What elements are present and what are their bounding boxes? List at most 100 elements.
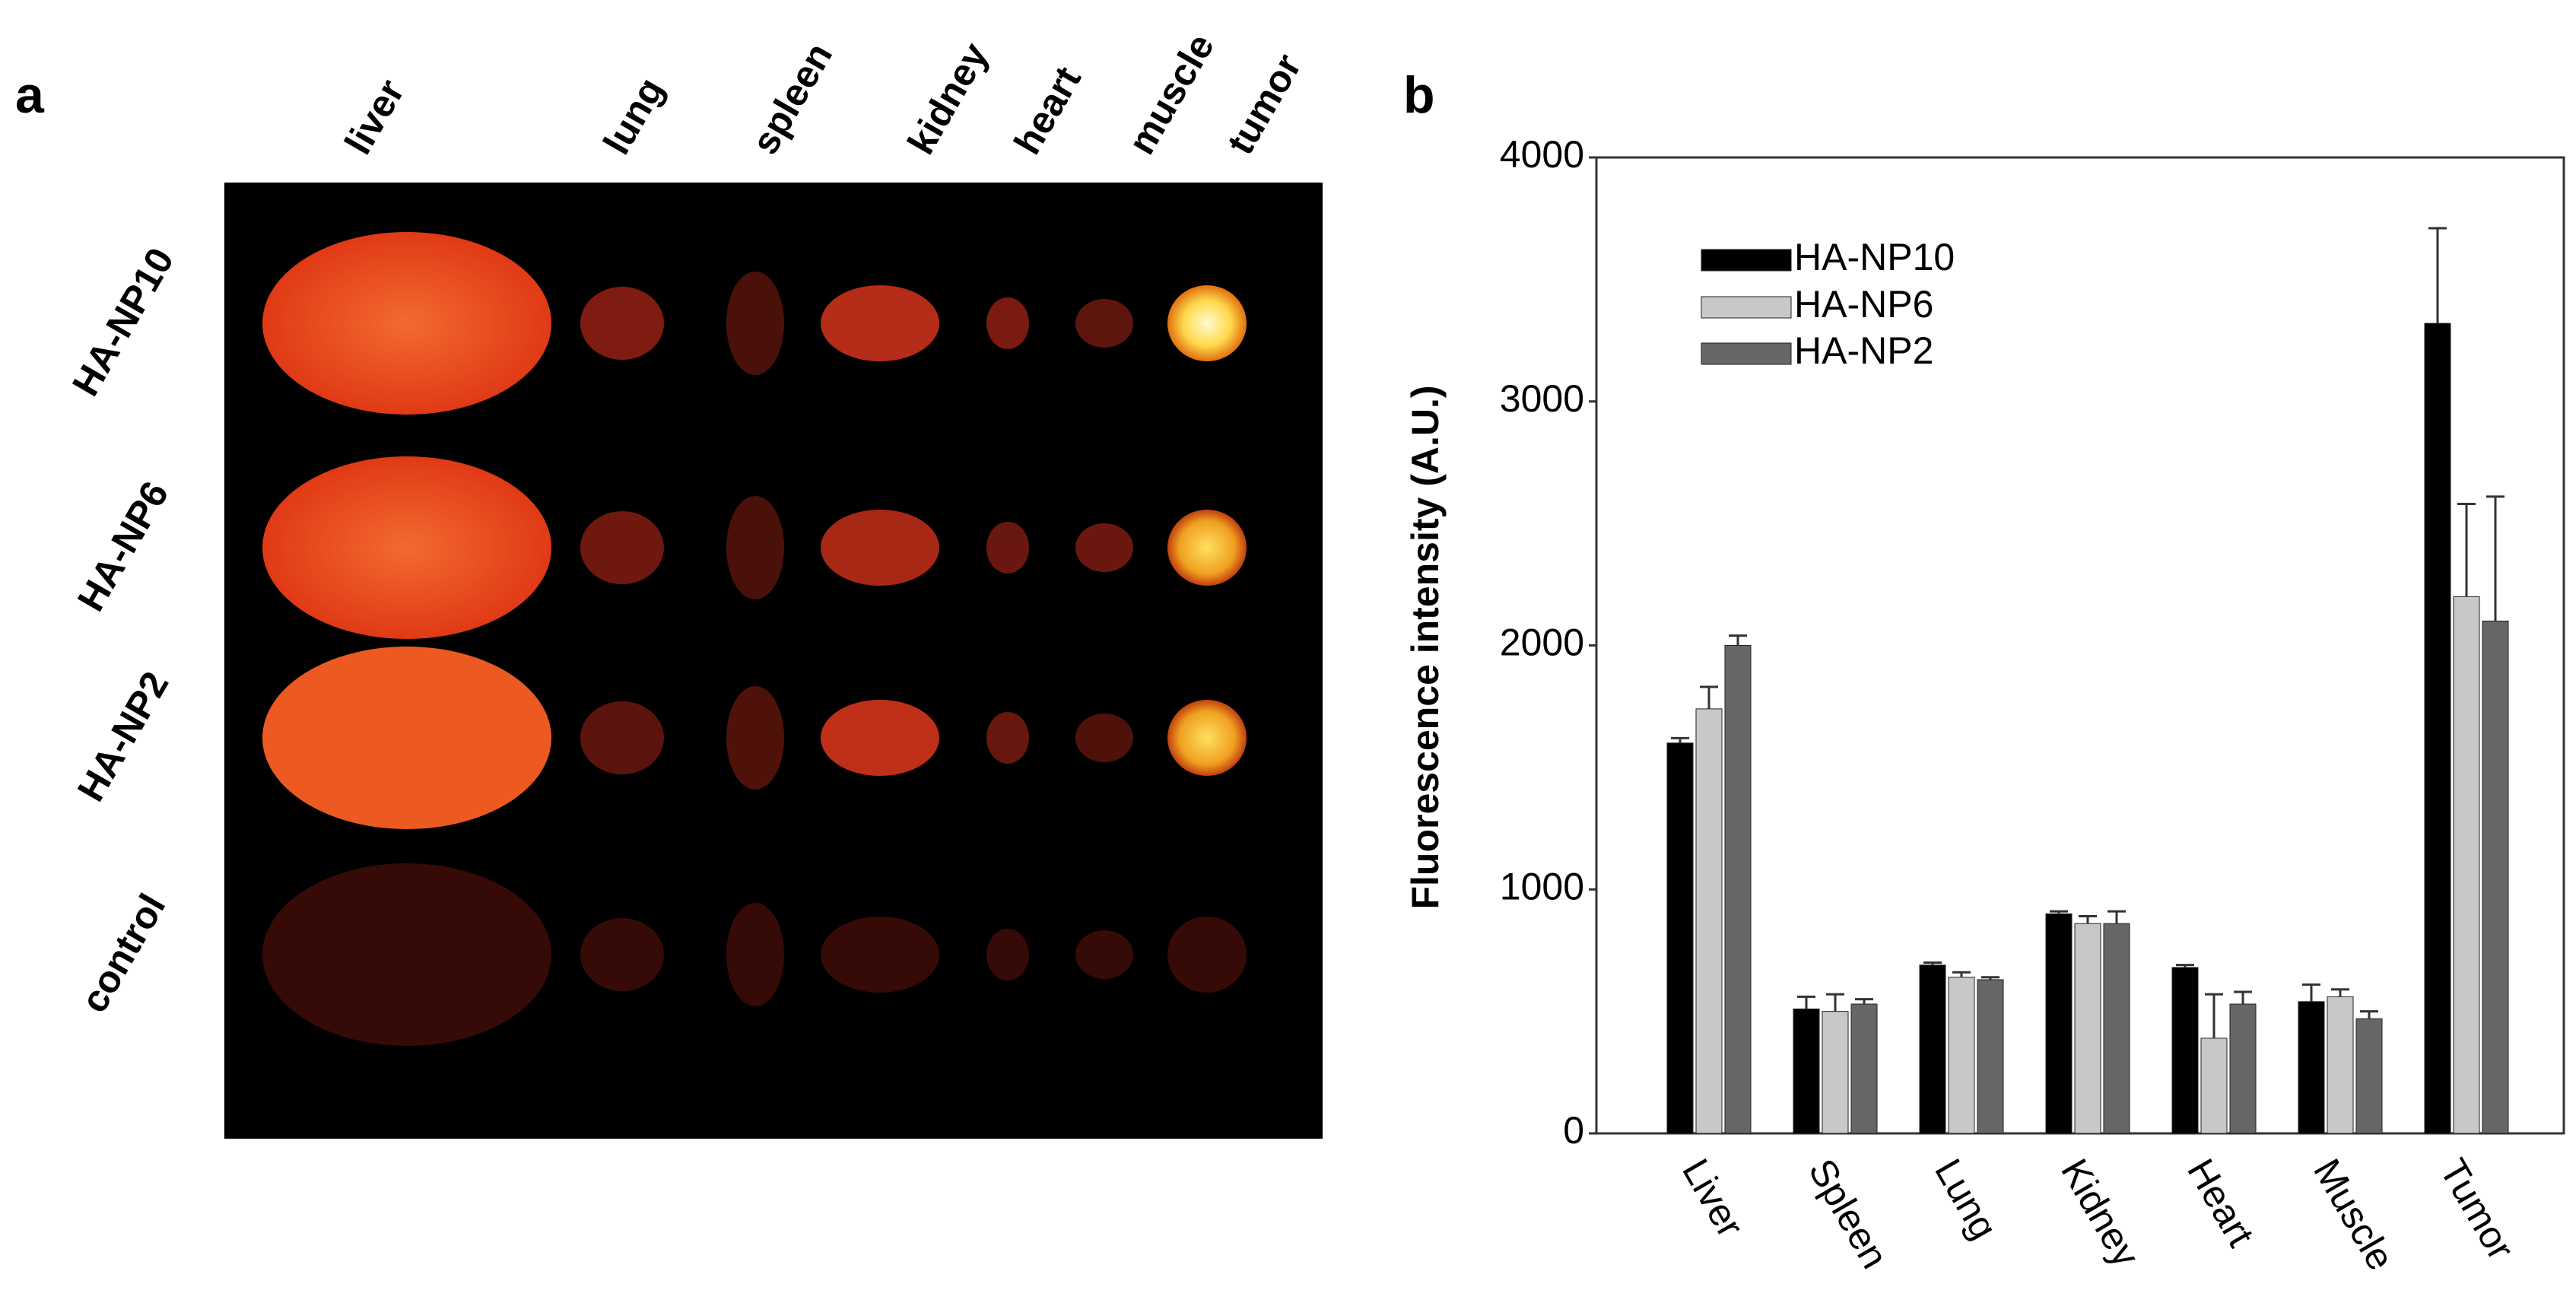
row-label: HA-NP10 <box>64 240 182 402</box>
organ <box>726 686 784 790</box>
y-axis-label: Fluorescence intensity (A.U.) <box>1404 385 1447 909</box>
bar <box>1977 979 2004 1134</box>
legend-swatch <box>1701 342 1792 365</box>
x-tick-label: Liver <box>1674 1152 1752 1244</box>
organ <box>1167 510 1247 586</box>
organ <box>1167 700 1247 776</box>
organ <box>580 701 664 774</box>
organ-label: tumor <box>1218 46 1309 161</box>
error-bar <box>1729 634 1747 646</box>
error-bar <box>2176 964 2194 968</box>
x-tick-label: Spleen <box>1800 1152 1896 1276</box>
organ-blobs <box>262 232 1247 1046</box>
bar <box>2045 913 2073 1134</box>
error-bar <box>2205 993 2223 1038</box>
bar <box>2298 1001 2325 1134</box>
error-bar <box>2486 495 2505 621</box>
organ <box>986 522 1029 574</box>
panel-label: a <box>15 66 45 124</box>
error-bar <box>1923 961 1942 965</box>
error-bar <box>1671 736 1689 743</box>
y-tick-label: 2000 <box>1500 621 1584 664</box>
organ-label: liver <box>336 72 412 161</box>
organ-label: muscle <box>1120 27 1222 161</box>
legend-swatch <box>1701 296 1792 319</box>
organ <box>1075 930 1133 979</box>
organ-label: spleen <box>743 36 840 161</box>
bar <box>1822 1011 1849 1134</box>
organ <box>986 297 1029 349</box>
row-label: HA-NP2 <box>69 665 177 809</box>
bar <box>2327 996 2354 1134</box>
error-bar <box>1797 995 1815 1009</box>
error-bar <box>1855 998 1873 1004</box>
error-bar <box>1952 971 1971 977</box>
bar <box>1695 708 1723 1134</box>
bar <box>2424 323 2451 1134</box>
bar <box>2103 923 2130 1134</box>
error-bar <box>2050 910 2068 914</box>
organ <box>262 456 551 639</box>
bar <box>2200 1038 2228 1134</box>
bar <box>1850 1003 1878 1134</box>
organ <box>986 712 1029 764</box>
y-tick-label: 3000 <box>1500 377 1584 420</box>
x-tick-label: Muscle <box>2305 1152 2403 1277</box>
organ <box>821 700 939 776</box>
organ <box>262 863 551 1046</box>
organ <box>580 918 664 991</box>
legend-label: HA-NP10 <box>1794 236 1955 278</box>
bar <box>2074 923 2101 1134</box>
organ-label: heart <box>1005 59 1089 161</box>
error-bar <box>1700 685 1718 709</box>
organ <box>1167 285 1247 361</box>
organ <box>262 647 551 829</box>
bar <box>1793 1008 1820 1134</box>
error-bar <box>2107 910 2126 924</box>
organ <box>1167 917 1247 993</box>
error-bar <box>2234 990 2252 1004</box>
organ <box>1075 299 1133 348</box>
error-bar <box>2457 502 2476 597</box>
organ <box>821 510 939 586</box>
legend-swatch <box>1701 249 1792 272</box>
bar <box>2453 596 2480 1134</box>
bar <box>2171 967 2199 1134</box>
organ-label: lung <box>595 71 672 161</box>
bar <box>1919 965 1946 1134</box>
panel-label: b <box>1403 66 1435 124</box>
row-label: HA-NP6 <box>69 475 177 618</box>
y-tick-label: 1000 <box>1500 865 1584 907</box>
row-label: control <box>72 887 173 1020</box>
error-bar <box>2428 227 2447 324</box>
bar <box>1724 645 1752 1134</box>
organ <box>580 511 664 584</box>
legend-label: HA-NP2 <box>1794 329 1933 372</box>
organ <box>726 272 784 375</box>
organ <box>821 917 939 993</box>
legend-label: HA-NP6 <box>1794 283 1933 326</box>
error-bar <box>2079 915 2097 924</box>
error-bar <box>1826 993 1844 1012</box>
y-tick-label: 4000 <box>1500 133 1584 176</box>
organ <box>262 232 551 415</box>
error-bar <box>1981 976 1999 980</box>
bar <box>1948 977 1975 1134</box>
bar <box>2482 620 2509 1134</box>
organ <box>1075 523 1133 572</box>
error-bar <box>2331 988 2349 997</box>
error-bar <box>2360 1010 2378 1019</box>
organ <box>986 929 1029 980</box>
organ-label: kidney <box>899 36 996 161</box>
bar <box>2229 1003 2257 1134</box>
organ <box>726 903 784 1006</box>
x-tick-label: Lung <box>1926 1152 2006 1246</box>
bar <box>1666 742 1694 1134</box>
x-tick-label: Kidney <box>2053 1152 2148 1273</box>
x-tick-label: Tumor <box>2431 1152 2523 1267</box>
error-bar <box>2302 983 2320 1002</box>
organ <box>580 287 664 360</box>
organ <box>726 496 784 599</box>
bar <box>2355 1018 2383 1134</box>
